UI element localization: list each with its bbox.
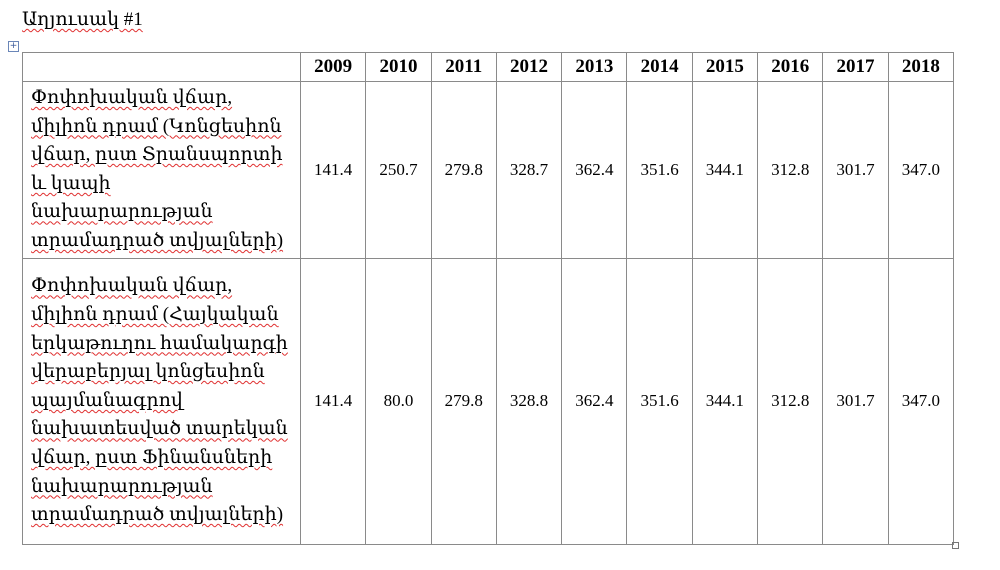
- value-cell: 328.8: [495, 257, 563, 545]
- header-row: 2009 2010 2011 2012 2013 2014 2015 2016 2017 2018: [22, 52, 955, 82]
- row-label: Փոփոխական վճար, միլիոն դրամ (Հայկական եր…: [22, 257, 301, 545]
- table-move-handle[interactable]: +: [8, 41, 19, 52]
- value-cell: 80.0: [365, 257, 432, 545]
- header-cell: 2015: [691, 52, 759, 82]
- table-row: Փոփոխական վճար, միլիոն դրամ (Կոնցեսիոն վ…: [22, 81, 955, 259]
- value-cell: 279.8: [430, 257, 497, 545]
- value-cell: 301.7: [822, 81, 889, 259]
- value-cell: 362.4: [561, 81, 628, 259]
- value-cell: 347.0: [887, 81, 955, 259]
- header-cell: 2010: [365, 52, 432, 82]
- header-cell: 2012: [495, 52, 563, 82]
- table-caption: Աղյուսակ #1: [22, 9, 143, 30]
- header-cell: 2011: [430, 52, 497, 82]
- value-cell: 362.4: [561, 257, 628, 545]
- value-cell: 344.1: [691, 257, 759, 545]
- header-cell: 2017: [822, 52, 889, 82]
- row-label: Փոփոխական վճար, միլիոն դրամ (Կոնցեսիոն վ…: [22, 81, 301, 259]
- value-cell: 344.1: [691, 81, 759, 259]
- value-cell: 347.0: [887, 257, 955, 545]
- value-cell: 328.7: [495, 81, 563, 259]
- value-cell: 351.6: [626, 81, 693, 259]
- value-cell: 250.7: [365, 81, 432, 259]
- value-cell: 141.4: [299, 81, 367, 259]
- header-cell: 2014: [626, 52, 693, 82]
- header-cell: 2013: [561, 52, 628, 82]
- value-cell: 301.7: [822, 257, 889, 545]
- value-cell: 141.4: [299, 257, 367, 545]
- table-resize-handle[interactable]: [952, 542, 959, 549]
- value-cell: 312.8: [757, 257, 824, 545]
- data-table: 2009 2010 2011 2012 2013 2014 2015 2016 2017 2018…: [22, 52, 955, 545]
- header-cell: [22, 52, 301, 82]
- header-cell: 2009: [299, 52, 367, 82]
- header-cell: 2016: [757, 52, 824, 82]
- header-cell: 2018: [887, 52, 955, 82]
- value-cell: 351.6: [626, 257, 693, 545]
- value-cell: 279.8: [430, 81, 497, 259]
- value-cell: 312.8: [757, 81, 824, 259]
- table-row: Փոփոխական վճար, միլիոն դրամ (Հայկական եր…: [22, 257, 955, 545]
